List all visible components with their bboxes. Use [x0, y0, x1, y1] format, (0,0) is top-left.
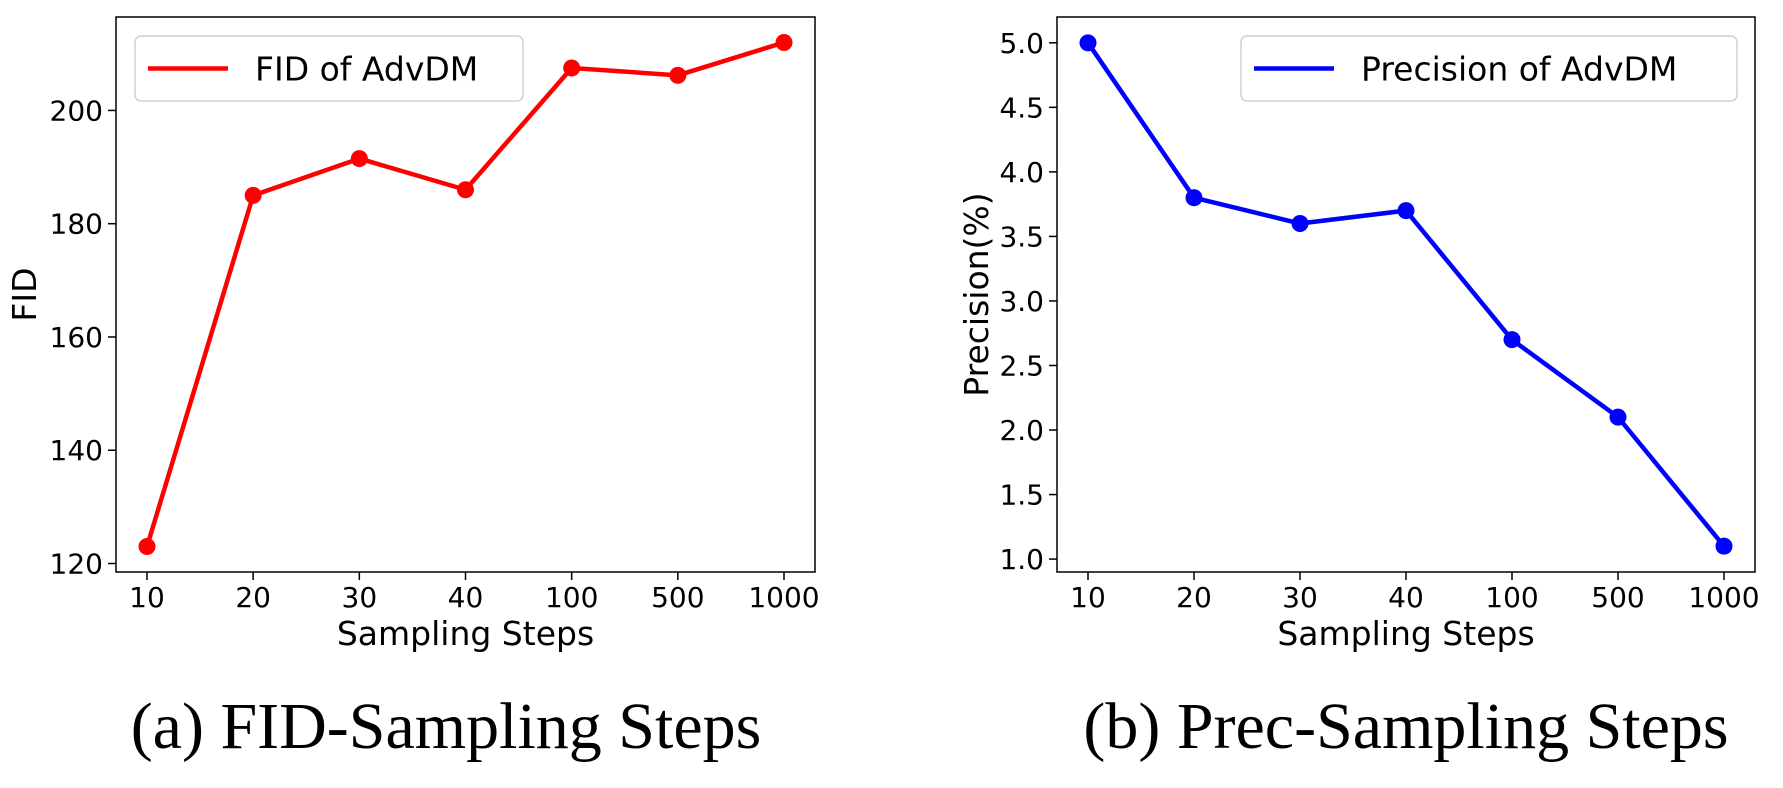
- chart-fid-sampling-steps: 10 20 30 40 100 500 1000 120 140 160 180 200 Samplin…: [5, 16, 820, 763]
- chart-b-x-tick-label: 40: [1388, 581, 1424, 614]
- chart-b-data-point: [1715, 537, 1733, 555]
- chart-a-data-point: [775, 33, 793, 51]
- chart-a-y-tick-label: 160: [50, 321, 103, 354]
- chart-b-y-tick-label: 2.0: [999, 414, 1044, 447]
- chart-b-x-tick-label: 10: [1070, 581, 1106, 614]
- chart-a-x-tick-label: 500: [651, 581, 704, 614]
- chart-a-y-tick-label: 120: [50, 548, 103, 581]
- chart-a-x-axis-title: Sampling Steps: [337, 614, 594, 653]
- chart-b-x-tick-label: 20: [1176, 581, 1212, 614]
- chart-b-y-tick-label: 3.0: [999, 285, 1044, 318]
- chart-b-legend: Precision of AdvDM: [1240, 35, 1738, 102]
- chart-a-y-tick-label: 180: [50, 208, 103, 241]
- chart-b-data-point: [1079, 34, 1097, 52]
- chart-a-data-point: [563, 59, 581, 77]
- chart-a-x-tick-label: 30: [342, 581, 378, 614]
- chart-a-legend: FID of AdvDM: [134, 35, 524, 102]
- chart-b-y-tick-label: 1.0: [999, 543, 1044, 576]
- chart-a-x-tick-label: 10: [129, 581, 165, 614]
- chart-b-y-tick-label: 2.5: [999, 349, 1044, 382]
- chart-b-data-point: [1397, 202, 1415, 220]
- chart-a-x-tick-label: 40: [448, 581, 484, 614]
- chart-a-data-point: [457, 181, 474, 199]
- chart-a-x-tick-label: 100: [545, 581, 598, 614]
- chart-a-data-point: [244, 186, 262, 204]
- chart-b-y-tick-label: 4.5: [999, 91, 1044, 124]
- chart-b-data-point: [1185, 189, 1203, 207]
- chart-b-legend-label: Precision of AdvDM: [1361, 50, 1677, 89]
- chart-b-legend-box: [1240, 35, 1738, 102]
- chart-a-data-point: [138, 538, 156, 556]
- chart-b-y-axis-title: Precision(%): [957, 192, 996, 396]
- chart-b-y-tick-label: 3.5: [999, 220, 1044, 253]
- chart-a-y-axis-title: FID: [5, 267, 44, 321]
- chart-a-series-line: [144, 40, 785, 548]
- chart-a-y-tick-label: 140: [50, 434, 103, 467]
- chart-a-data-point: [669, 66, 687, 84]
- chart-b-data-point: [1609, 408, 1627, 426]
- chart-b-x-axis-title: Sampling Steps: [1277, 614, 1534, 653]
- chart-a-x-tick-label: 20: [235, 581, 271, 614]
- chart-b-x-tick-label: 1000: [1688, 581, 1759, 614]
- chart-b-data-point: [1503, 331, 1521, 349]
- chart-b-caption: (b) Prec-Sampling Steps: [1083, 690, 1728, 763]
- chart-a-y-tick-label: 200: [50, 94, 103, 127]
- chart-b-x-tick-label: 30: [1282, 581, 1318, 614]
- chart-a-legend-label: FID of AdvDM: [255, 50, 478, 89]
- chart-b-y-tick-label: 4.0: [999, 156, 1044, 189]
- chart-b-x-tick-label: 100: [1485, 581, 1538, 614]
- chart-b-data-point: [1291, 215, 1309, 233]
- chart-b-series-line: [1086, 41, 1726, 548]
- chart-b-x-tick-label: 500: [1591, 581, 1644, 614]
- chart-b-y-tick-label: 1.5: [999, 479, 1044, 512]
- chart-b-y-tick-label: 5.0: [999, 27, 1044, 60]
- chart-a-caption: (a) FID-Sampling Steps: [131, 690, 762, 763]
- chart-a-data-point: [350, 150, 368, 168]
- chart-a-legend-box: [134, 35, 524, 102]
- chart-a-x-tick-label: 1000: [748, 581, 819, 614]
- chart-precision-sampling-steps: 10 20 30 40 100 500 1000 1.0 1.5 2.0 2.5 3.0 3.5 4.0 4…: [957, 16, 1760, 763]
